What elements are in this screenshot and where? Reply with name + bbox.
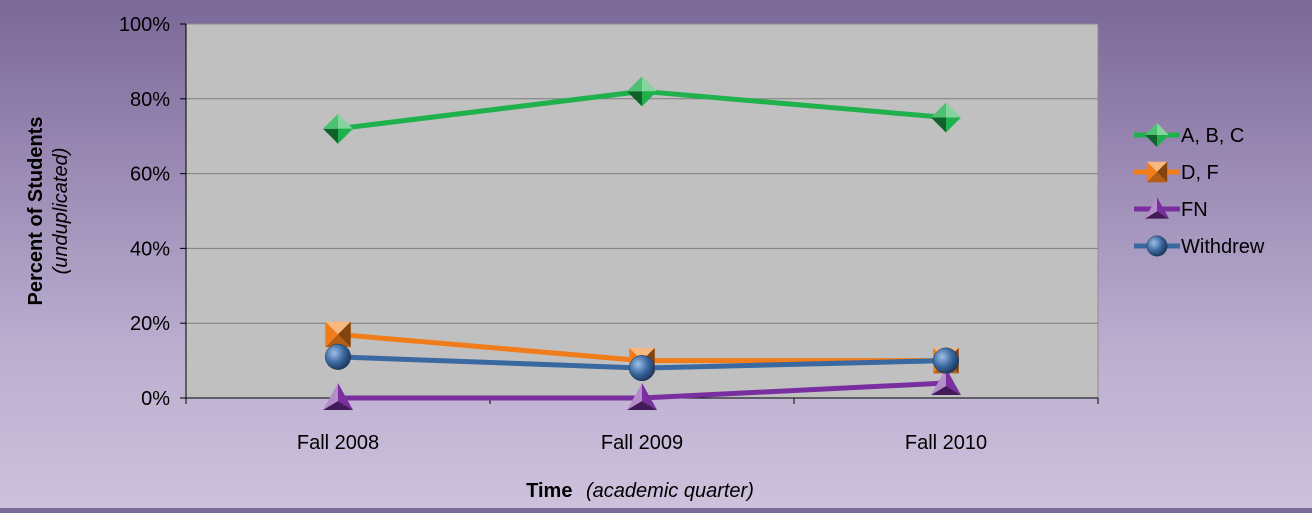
data-point xyxy=(1145,123,1169,147)
data-point xyxy=(627,383,657,410)
legend-item: FN xyxy=(1134,197,1208,221)
y-tick-label: 100% xyxy=(119,14,170,36)
data-point xyxy=(627,76,657,107)
x-axis-title: Time (academic quarter) xyxy=(526,480,754,502)
y-tick-label: 60% xyxy=(130,164,170,186)
data-point xyxy=(325,343,351,370)
y-axis-title: Percent of Students xyxy=(25,117,47,306)
legend-label: FN xyxy=(1181,199,1208,221)
x-axis-title-sub: (academic quarter) xyxy=(586,480,754,502)
x-tick-label: Fall 2008 xyxy=(297,432,379,454)
series-layer xyxy=(323,76,961,410)
legend-item: A, B, C xyxy=(1134,123,1244,147)
y-tick-label: 80% xyxy=(130,89,170,111)
data-point xyxy=(1146,235,1168,257)
legend-label: Withdrew xyxy=(1181,236,1265,258)
data-point xyxy=(325,321,351,348)
legend-label: A, B, C xyxy=(1181,125,1244,147)
series xyxy=(323,368,961,410)
series xyxy=(323,76,961,144)
data-point xyxy=(629,355,655,382)
legend: A, B, C D, F FN Withdrew xyxy=(1134,123,1265,258)
data-point xyxy=(323,383,353,410)
series xyxy=(325,343,959,382)
y-axis-subtitle: (unduplicated) xyxy=(50,148,72,275)
y-tick-label: 20% xyxy=(130,313,170,335)
data-point xyxy=(933,347,959,374)
y-tick-label: 40% xyxy=(130,238,170,260)
legend-item: D, F xyxy=(1134,161,1219,184)
legend-item: Withdrew xyxy=(1134,235,1265,258)
x-tick-label: Fall 2010 xyxy=(905,432,987,454)
data-point xyxy=(323,113,353,144)
data-point xyxy=(931,368,961,396)
axes: 0% 20% 40% 60% 80% 100% Fall 2008 Fall 2009 Fall… xyxy=(119,14,1099,454)
legend-label: D, F xyxy=(1181,162,1219,184)
x-tick-label: Fall 2009 xyxy=(601,432,683,454)
y-tick-label: 0% xyxy=(141,388,170,410)
x-axis-title-main: Time xyxy=(526,480,572,502)
data-point xyxy=(1146,161,1168,183)
data-point xyxy=(931,102,961,133)
data-point xyxy=(1145,197,1169,219)
